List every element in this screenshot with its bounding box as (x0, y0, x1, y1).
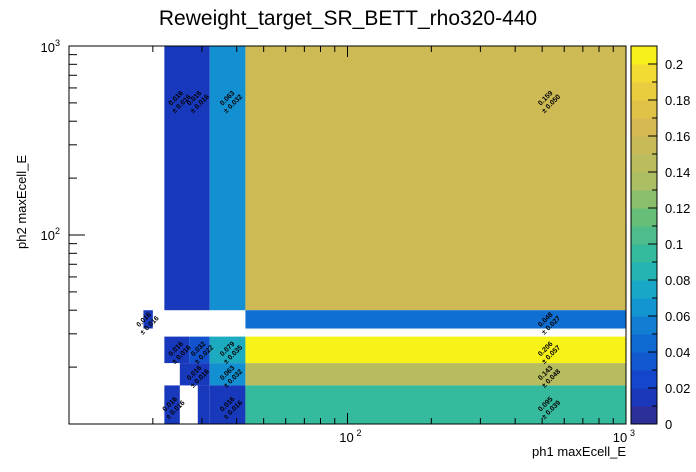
color-scale-band (631, 82, 657, 101)
color-scale-band (631, 46, 657, 65)
axes: 10 2 10 310 210 3 (41, 38, 635, 445)
y-tick-label: 10 (41, 228, 55, 243)
heatmap-cell (189, 336, 210, 364)
x-tick-label: 10 (613, 430, 627, 445)
color-scale-band (631, 136, 657, 155)
heatmap-cell (164, 385, 180, 424)
color-scale-tick-label: 0.12 (665, 201, 690, 216)
heatmap-cell (143, 310, 153, 329)
color-scale-band (631, 226, 657, 245)
color-scale-band (631, 118, 657, 137)
heatmap-cell (164, 336, 190, 364)
cell-value-label: 0.016± 0.016 (134, 309, 161, 336)
y-tick-exponent: 2 (55, 226, 60, 236)
heatmap-cell (245, 46, 626, 311)
heatmap-cell (245, 363, 626, 386)
color-scale-tick-label: 0.04 (665, 345, 690, 360)
color-scale-tick-label: 0.08 (665, 273, 690, 288)
color-scale-band (631, 154, 657, 173)
color-scale-tick-label: 0.14 (665, 165, 690, 180)
color-scale-band (631, 352, 657, 371)
x-tick-label: 10 (339, 430, 353, 445)
heatmap-cell (245, 336, 626, 364)
color-scale-tick-label: 0 (665, 417, 672, 432)
color-scale-band (631, 280, 657, 299)
color-scale-tick-label: 0.16 (665, 129, 690, 144)
heatmap-cells (143, 46, 626, 424)
color-scale-band (631, 190, 657, 209)
heatmap-cell (245, 385, 626, 424)
color-scale-band (631, 64, 657, 83)
color-scale-band (631, 244, 657, 263)
color-scale-bar: 0 0.02 0.04 0.06 0.08 0.1 0.12 0.14 0.16 0.18 0.2 (630, 45, 690, 432)
heatmap-cell (209, 46, 246, 311)
y-axis-label: ph2 maxEcell_E (14, 155, 29, 249)
color-scale-tick-label: 0.18 (665, 93, 690, 108)
x-tick-exponent: 3 (630, 428, 635, 438)
color-scale-band (631, 316, 657, 335)
color-scale-frame (630, 45, 658, 425)
color-scale-band (631, 334, 657, 353)
chart-title: Reweight_target_SR_BETT_rho320-440 (159, 7, 537, 30)
color-scale-tick-label: 0.02 (665, 381, 690, 396)
x-axis-label: ph1 maxEcell_E (532, 444, 626, 459)
color-scale-band (631, 262, 657, 281)
heatmap-cell (245, 310, 626, 329)
y-tick-label: 10 (41, 40, 55, 55)
heatmap-cell (164, 46, 210, 311)
heatmap-cell (179, 363, 210, 386)
color-scale-tick-label: 0.06 (665, 309, 690, 324)
color-scale-band (631, 100, 657, 119)
color-scale-band (631, 406, 657, 425)
x-tick-exponent: 2 (357, 428, 362, 438)
color-scale-band (631, 388, 657, 407)
color-scale-band (631, 172, 657, 191)
color-scale-tick-label: 0.1 (665, 237, 683, 252)
cell-value-label: 0.016± 0.016 (160, 394, 187, 421)
heatmap-cell (209, 363, 246, 386)
color-scale-tick-label: 0.2 (665, 57, 683, 72)
color-scale-band (631, 298, 657, 317)
heatmap-cell (209, 336, 246, 364)
color-scale-band (631, 370, 657, 389)
heatmap-cell (209, 385, 246, 424)
y-tick-exponent: 3 (55, 38, 60, 48)
color-scale-band (631, 208, 657, 227)
heatmap-cell (197, 385, 210, 424)
